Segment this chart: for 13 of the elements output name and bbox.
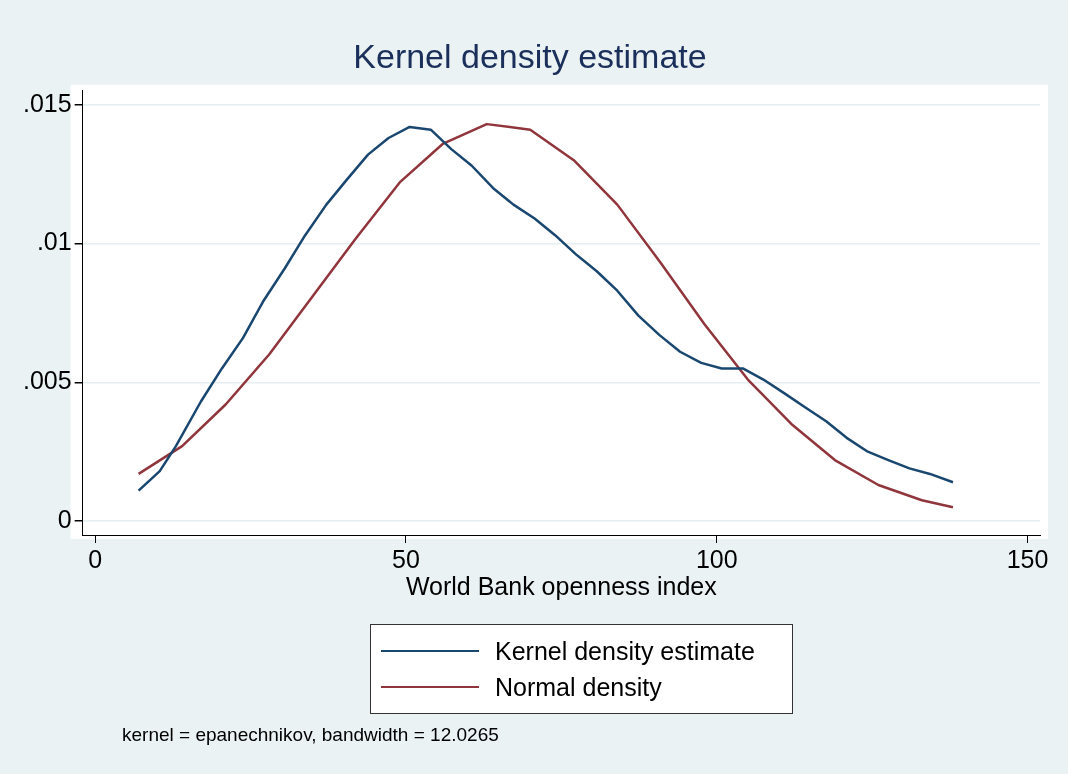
y-tick-label: 0 — [57, 505, 72, 534]
legend-label: Kernel density estimate — [495, 636, 755, 666]
x-tick-label: 0 — [88, 544, 103, 573]
x-axis-title: World Bank openness index — [405, 571, 718, 600]
x-tick-label: 150 — [1006, 544, 1049, 573]
y-tick-label: .005 — [22, 366, 72, 395]
y-tick-label: .01 — [36, 227, 72, 256]
chart-title: Kernel density estimate — [353, 36, 707, 75]
y-tick-label: .015 — [22, 88, 72, 117]
x-tick-label: 100 — [695, 544, 738, 573]
x-tick-label: 50 — [392, 544, 420, 573]
text: kernel = epanechnikov, bandwidth = 12.0265 — [122, 724, 499, 746]
legend-label: Normal density — [495, 672, 662, 702]
